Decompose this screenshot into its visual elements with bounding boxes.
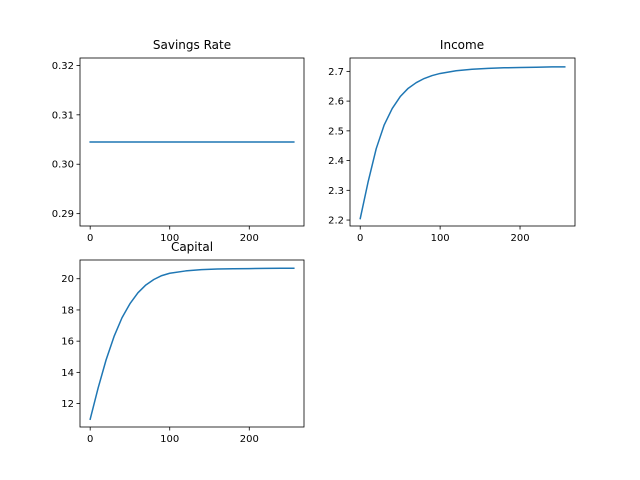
panel-title: Capital <box>171 240 213 254</box>
y-tick-label: 18 <box>61 305 74 316</box>
y-tick-label: 0.29 <box>52 209 74 220</box>
x-tick-label: 200 <box>240 233 259 244</box>
x-tick-label: 0 <box>357 233 363 244</box>
panel-capital: 0 100 200 12 14 16 18 20 Capital <box>61 240 305 445</box>
x-tick-label: 200 <box>510 233 529 244</box>
axes-frame <box>79 57 305 227</box>
panel-title: Savings Rate <box>153 38 231 52</box>
x-tick-label: 0 <box>87 434 93 445</box>
x-tick-label: 100 <box>431 233 450 244</box>
x-tick-label: 100 <box>160 434 179 445</box>
y-tick-label: 16 <box>61 337 74 348</box>
axes-frame <box>349 57 576 227</box>
panel-savings-rate: 0 100 200 0.29 0.30 0.31 0.32 Savings Rate <box>52 38 305 244</box>
panel-title: Income <box>440 38 484 52</box>
panel-income: 0 100 200 2.2 2.3 2.4 2.5 2.6 2.7 Income <box>328 38 576 244</box>
y-tick-label: 2.5 <box>328 126 344 137</box>
y-tick-label: 2.4 <box>328 156 344 167</box>
x-tick-label: 100 <box>160 233 179 244</box>
series-line <box>89 267 295 421</box>
y-tick-label: 0.31 <box>52 110 74 121</box>
x-tick-label: 0 <box>87 233 93 244</box>
y-tick-label: 2.3 <box>328 186 344 197</box>
y-tick-label: 2.6 <box>328 97 344 108</box>
y-tick-label: 20 <box>61 274 74 285</box>
y-tick-label: 0.32 <box>52 61 74 72</box>
axes-frame <box>79 259 305 428</box>
series-line <box>359 66 566 220</box>
x-tick-label: 200 <box>240 434 259 445</box>
y-tick-label: 0.30 <box>52 160 74 171</box>
y-tick-label: 2.7 <box>328 67 344 78</box>
y-tick-label: 14 <box>61 368 74 379</box>
y-tick-label: 12 <box>61 399 74 410</box>
y-tick-label: 2.2 <box>328 216 344 227</box>
